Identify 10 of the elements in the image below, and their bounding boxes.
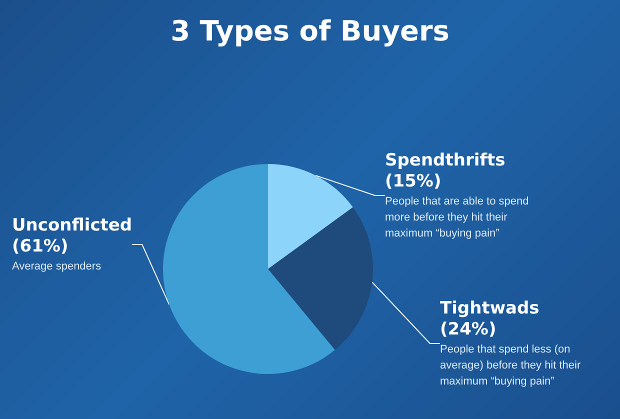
text: Average spenders xyxy=(12,260,102,272)
text: People that spend less (on average) before they hit their maximum “buying pain” xyxy=(440,344,581,388)
slice-label: Tightwads xyxy=(440,298,540,318)
slice-label: Unconflicted xyxy=(12,216,132,236)
slice-label: Spendthrifts xyxy=(385,150,506,170)
text: People that are able to spend more before they hit their maximum “buying pain” xyxy=(385,196,529,240)
data-label: (61%) xyxy=(12,236,68,256)
data-label: (15%) xyxy=(385,172,442,192)
data-label: (24%) xyxy=(440,320,496,340)
chart-title: 3 Types of Buyers xyxy=(170,14,450,48)
